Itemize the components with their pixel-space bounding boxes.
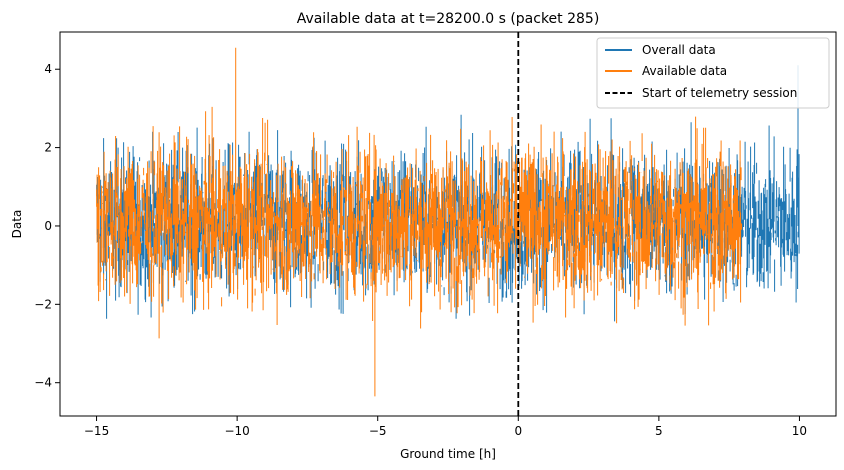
legend-label-overall-data: Overall data bbox=[642, 43, 716, 57]
y-tick-label: 2 bbox=[44, 141, 52, 155]
x-axis-label: Ground time [h] bbox=[400, 447, 496, 461]
series-available-data bbox=[96, 47, 743, 397]
x-tick-label: −10 bbox=[224, 424, 249, 438]
chart-title: Available data at t=28200.0 s (packet 28… bbox=[297, 11, 600, 27]
series-layer bbox=[96, 47, 800, 397]
x-tick-label: −15 bbox=[84, 424, 109, 438]
x-axis: −15 −10 −5 0 5 10 bbox=[84, 416, 807, 438]
x-tick-label: −5 bbox=[369, 424, 387, 438]
x-tick-label: 5 bbox=[655, 424, 663, 438]
y-tick-label: −4 bbox=[34, 376, 52, 390]
y-tick-label: −2 bbox=[34, 297, 52, 311]
plot-frame bbox=[59, 31, 837, 417]
legend-label-available-data: Available data bbox=[642, 64, 727, 78]
legend-label-telemetry-start: Start of telemetry session bbox=[642, 86, 797, 100]
plot-area bbox=[59, 31, 837, 417]
y-axis-label: Data bbox=[10, 210, 24, 239]
x-tick-label: 10 bbox=[792, 424, 807, 438]
legend-box bbox=[596, 37, 830, 109]
x-tick-label: 0 bbox=[514, 424, 522, 438]
legend: Overall data Available data Start of tel… bbox=[596, 37, 830, 109]
y-axis: −4 −2 0 2 4 bbox=[34, 62, 60, 390]
y-tick-label: 0 bbox=[44, 219, 52, 233]
y-tick-label: 4 bbox=[44, 62, 52, 76]
